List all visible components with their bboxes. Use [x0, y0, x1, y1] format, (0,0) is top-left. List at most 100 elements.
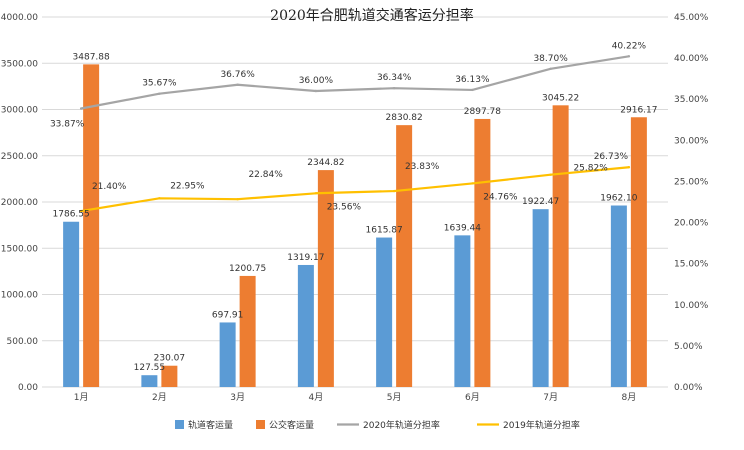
bar-rail: [297, 264, 314, 387]
left-tick-label: 1000.00: [1, 291, 38, 301]
legend-swatch: [175, 420, 184, 429]
bar-bus: [239, 275, 256, 387]
line-value-label: 26.73%: [594, 152, 629, 162]
bar-bus: [161, 365, 178, 387]
right-tick-label: 5.00%: [674, 342, 703, 352]
bar-rail: [610, 205, 627, 387]
right-axis-ticks: 0.00% 5.00% 10.00% 15.00% 20.00% 25.00% 30.00%…: [674, 13, 709, 393]
line-value-label: 40.22%: [612, 41, 647, 51]
legend: 轨道客运量 公交客运量 2020年轨道分担率 2019年轨道分担率: [175, 419, 580, 431]
line-point: [236, 198, 239, 201]
left-tick-label: 2000.00: [1, 198, 38, 208]
bar-value-label: 1639.44: [444, 223, 481, 233]
bar-rail: [63, 221, 80, 387]
line-value-label: 36.76%: [220, 70, 255, 80]
left-tick-label: 3000.00: [1, 106, 38, 116]
line-point: [79, 107, 83, 110]
left-tick-label: 2500.00: [1, 152, 38, 162]
category-label: 7月: [543, 392, 558, 403]
right-tick-label: 15.00%: [674, 260, 709, 270]
line-point: [158, 197, 161, 200]
bar-value-label: 2897.78: [464, 107, 501, 117]
line-point: [471, 88, 474, 92]
left-tick-label: 500.00: [7, 337, 39, 347]
line-point: [549, 173, 552, 176]
right-tick-label: 45.00%: [674, 13, 709, 23]
legend-label: 公交客运量: [269, 419, 314, 431]
line-value-label: 23.83%: [405, 162, 440, 172]
right-tick-label: 40.00%: [674, 54, 709, 64]
line-value-label: 22.95%: [170, 181, 205, 191]
left-axis-ticks: 0.00 500.00 1000.00 1500.00 2000.00 2500.00 30…: [1, 13, 38, 393]
left-tick-label: 3500.00: [1, 59, 38, 69]
line-point: [158, 92, 161, 95]
bar-rail: [376, 237, 393, 387]
bar-bus: [317, 170, 334, 387]
line-point: [392, 87, 396, 90]
legend-label: 轨道客运量: [188, 419, 233, 431]
category-label: 2月: [152, 392, 167, 403]
category-labels: 1月 2月 3月 4月 5月 6月 7月 8月: [74, 392, 636, 403]
line-point: [236, 83, 239, 86]
left-tick-label: 1500.00: [1, 244, 38, 254]
bar-rail: [141, 375, 158, 387]
bar-bus: [474, 118, 491, 387]
bar-bus: [83, 64, 100, 388]
line-value-label: 36.34%: [377, 73, 412, 83]
bar-value-label: 697.91: [212, 310, 244, 320]
line-value-label: 22.84%: [248, 170, 283, 180]
right-tick-label: 35.00%: [674, 95, 709, 105]
left-tick-label: 4000.00: [1, 13, 38, 23]
legend-label: 2020年轨道分担率: [363, 419, 440, 431]
line-point: [314, 89, 318, 93]
bars: [63, 64, 647, 388]
category-label: 6月: [465, 392, 480, 403]
bar-rail: [454, 235, 471, 387]
bar-value-label: 1786.55: [53, 210, 90, 220]
bar-rail: [532, 209, 549, 387]
bar-value-label: 2830.82: [386, 113, 423, 123]
line-value-label: 33.87%: [50, 120, 85, 130]
right-tick-label: 0.00%: [674, 383, 703, 393]
bar-value-label: 2344.82: [307, 158, 344, 168]
bar-value-label: 3487.88: [73, 52, 110, 62]
right-tick-label: 25.00%: [674, 177, 709, 187]
line-value-label: 36.00%: [299, 76, 334, 86]
category-label: 4月: [309, 392, 324, 403]
line-point: [79, 209, 83, 213]
line-point: [392, 189, 396, 193]
line-value-label: 24.76%: [483, 192, 518, 202]
line-point: [314, 192, 318, 195]
bar-value-label: 1922.47: [522, 197, 559, 207]
line-2020-share: [80, 55, 630, 110]
bar-value-label: 127.55: [134, 363, 166, 373]
bar-value-label: 3045.22: [542, 93, 579, 103]
bar-value-label: 1615.87: [366, 226, 403, 236]
bar-value-label: 1200.75: [229, 264, 266, 274]
line-2019-share: [80, 166, 630, 213]
line-value-label: 21.40%: [92, 182, 127, 192]
bar-value-label: 230.07: [154, 354, 186, 364]
line-value-label: 35.67%: [142, 79, 177, 89]
line-value-label: 36.13%: [455, 75, 490, 85]
bar-value-label: 2916.17: [620, 105, 657, 115]
category-label: 5月: [387, 392, 402, 403]
lines: [79, 55, 631, 213]
line-value-label: 23.56%: [327, 202, 362, 212]
line-point: [627, 166, 631, 169]
chart-title: 2020年合肥轨道交通客运分担率: [270, 7, 474, 24]
category-label: 8月: [622, 392, 637, 403]
bar-rail: [219, 322, 236, 387]
right-tick-label: 10.00%: [674, 301, 709, 311]
right-tick-label: 20.00%: [674, 219, 709, 229]
bar-value-label: 1962.10: [600, 194, 637, 204]
bar-bus: [630, 117, 647, 387]
category-label: 1月: [74, 392, 89, 403]
bar-value-label: 1319.17: [287, 253, 324, 263]
left-tick-label: 0.00: [18, 383, 38, 393]
bar-bus: [552, 105, 569, 388]
legend-label: 2019年轨道分担率: [503, 419, 580, 431]
line-point: [471, 182, 474, 185]
